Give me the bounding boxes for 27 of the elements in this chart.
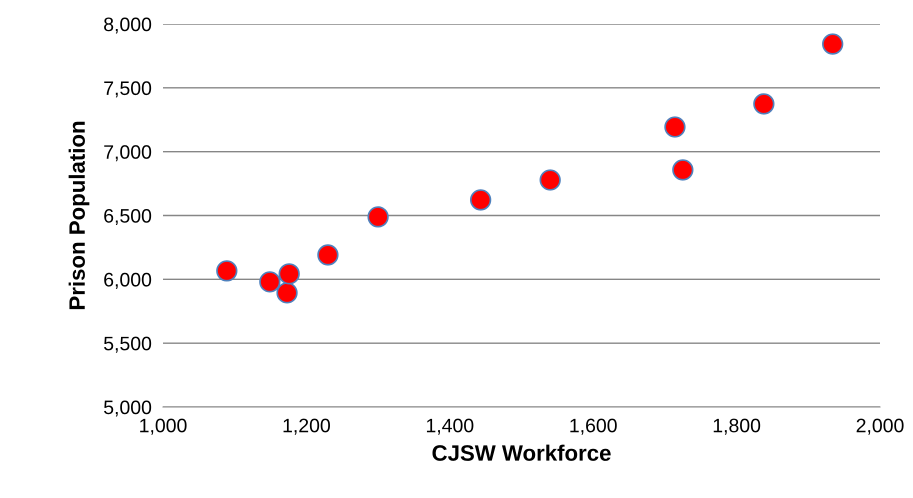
x-tick-label: 2,000: [856, 418, 904, 435]
y-tick-label: 6,500: [104, 208, 152, 226]
point: [259, 271, 280, 293]
x-tick-label: 1,800: [714, 418, 760, 435]
y-tick-label: 5,500: [104, 336, 152, 353]
y-tick-label: 5,000: [104, 400, 152, 417]
y-tick-label: 7,000: [104, 145, 152, 162]
y-tick-label: 7,500: [104, 81, 152, 98]
y-tick-label: 8,000: [104, 17, 152, 34]
point: [278, 263, 300, 284]
point: [540, 169, 561, 191]
x-tick-label: 1,000: [140, 418, 187, 435]
x-tick-label: 1,600: [570, 418, 617, 435]
x-tick-label: 1,200: [284, 418, 330, 435]
point: [367, 206, 389, 228]
point: [753, 93, 774, 115]
y-axis-title: Prison Population: [68, 122, 90, 310]
y-tick-label: 6,000: [104, 272, 152, 289]
x-axis-title: CJSW Workforce: [432, 444, 611, 461]
point: [216, 260, 238, 282]
point: [317, 244, 339, 266]
point: [470, 189, 492, 211]
point: [822, 33, 844, 55]
point: [276, 282, 298, 304]
point: [672, 159, 694, 181]
x-tick-label: 1,400: [426, 418, 474, 435]
point: [664, 116, 686, 138]
